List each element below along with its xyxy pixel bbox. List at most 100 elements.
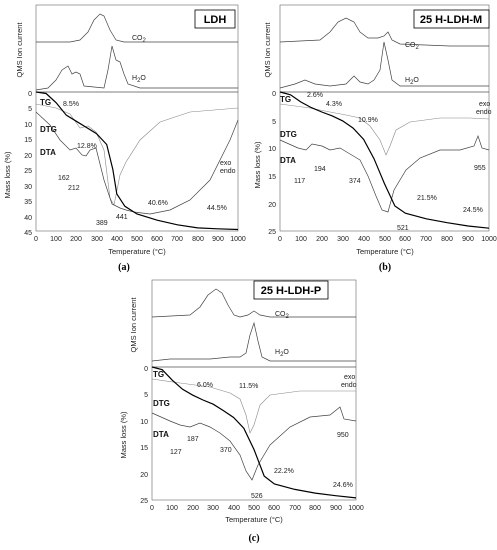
annotation: 22.2% xyxy=(274,468,294,475)
exo-label: exo xyxy=(479,101,490,108)
annotation: 44.5% xyxy=(207,205,227,212)
x-tick: 800 xyxy=(309,505,321,512)
y-tick: 0 xyxy=(28,91,32,98)
x-tick: 400 xyxy=(358,236,370,243)
annotation: 950 xyxy=(337,432,349,439)
x-tick: 1000 xyxy=(481,236,497,243)
exo-label: exo xyxy=(344,374,355,381)
x-tick: 900 xyxy=(462,236,474,243)
x-tick: 700 xyxy=(289,505,301,512)
y-tick: 20 xyxy=(24,153,32,160)
y-tick: 10 xyxy=(24,122,32,129)
panel-letter: (c) xyxy=(248,533,259,544)
panel-letter: (a) xyxy=(118,262,130,273)
annotation: 187 xyxy=(187,436,199,443)
x-tick: 400 xyxy=(228,505,240,512)
annotation: 4.3% xyxy=(326,101,342,108)
annotation: 2.6% xyxy=(307,92,323,99)
x-tick: 800 xyxy=(441,236,453,243)
y-tick: 20 xyxy=(268,202,276,209)
panel-b-frame: 25 H-LDH-M QMS Ion current Mass loss (%)… xyxy=(253,4,490,273)
annotation: 194 xyxy=(314,166,326,173)
x-tick: 100 xyxy=(50,236,62,243)
title-box xyxy=(253,280,329,300)
x-axis-label: Temperature (°C) xyxy=(356,247,414,256)
y-tick: 40 xyxy=(24,215,32,222)
dtg-label: DTG xyxy=(280,130,297,139)
thermal-curves xyxy=(151,366,357,499)
panel-letter: (b) xyxy=(379,262,391,273)
x-tick: 500 xyxy=(131,236,143,243)
thermal-curves xyxy=(35,91,239,231)
annotation: 24.6% xyxy=(333,482,353,489)
y-tick: 20 xyxy=(140,472,148,479)
y-tick: 15 xyxy=(140,445,148,452)
endo-label: endo xyxy=(341,382,357,389)
annotation: 11.5% xyxy=(239,383,258,390)
dtg-label: DTG xyxy=(40,125,57,134)
mass-plot-box xyxy=(279,91,490,232)
annotation: 441 xyxy=(116,214,128,221)
annotation: 40.6% xyxy=(148,200,168,207)
annotation: 162 xyxy=(58,175,70,182)
x-tick: 1000 xyxy=(230,236,246,243)
dtg-label: DTG xyxy=(153,399,170,408)
annotation: 12.8% xyxy=(77,143,97,150)
annotation: 6.0% xyxy=(197,382,213,389)
x-tick: 0 xyxy=(278,236,282,243)
x-tick: 0 xyxy=(150,505,154,512)
h2o-label: H2O xyxy=(275,349,289,358)
y-tick: 0 xyxy=(272,91,276,98)
h2o-curve xyxy=(151,321,356,362)
annotations: 8.5% 12.8% 40.6% 44.5% 162 212 389 441 xyxy=(58,101,227,227)
dtg-curve xyxy=(35,103,239,206)
dta-label: DTA xyxy=(40,148,56,157)
co2-curve xyxy=(279,17,489,47)
thermal-curves xyxy=(279,91,490,229)
x-tick: 700 xyxy=(171,236,183,243)
qms-curves xyxy=(35,13,238,91)
x-tick: 200 xyxy=(187,505,199,512)
panel-title: 25 H-LDH-M xyxy=(420,14,482,26)
mass-axis-label: Mass loss (%) xyxy=(3,151,12,199)
y-tick: 25 xyxy=(24,168,32,175)
endo-label: endo xyxy=(220,168,236,175)
annotation: 389 xyxy=(96,220,108,227)
tg-curve xyxy=(279,91,490,229)
mass-axis-label: Mass loss (%) xyxy=(253,141,262,189)
dtg-curve xyxy=(279,103,490,156)
y-tick: 45 xyxy=(24,230,32,237)
dta-curve xyxy=(35,111,239,215)
exo-label: exo xyxy=(220,160,231,167)
annotation: 370 xyxy=(220,447,232,454)
qms-axis-label: QMS Ion current xyxy=(263,22,272,78)
x-tick: 800 xyxy=(192,236,204,243)
mass-plot-box xyxy=(151,366,357,501)
qms-curves xyxy=(151,288,356,362)
x-tick: 900 xyxy=(212,236,224,243)
y-tick: 10 xyxy=(140,419,148,426)
co2-label: CO2 xyxy=(405,42,420,51)
panel-c: 25 H-LDH-P QMS Ion current Mass loss (%)… xyxy=(119,279,364,544)
tg-curve xyxy=(35,91,239,231)
h2o-curve xyxy=(35,45,238,91)
title-box xyxy=(194,9,236,29)
y-ticks: 0 5 10 15 20 25 xyxy=(268,91,276,236)
y-tick: 15 xyxy=(268,174,276,181)
x-tick: 200 xyxy=(316,236,328,243)
x-tick: 100 xyxy=(295,236,307,243)
y-tick: 15 xyxy=(24,137,32,144)
x-tick: 300 xyxy=(207,505,219,512)
annotation: 526 xyxy=(251,493,263,500)
y-tick: 25 xyxy=(268,229,276,236)
dta-label: DTA xyxy=(280,156,296,165)
x-tick: 400 xyxy=(111,236,123,243)
annotation: 212 xyxy=(68,185,80,192)
x-ticks: 0 100 200 300 400 500 600 700 800 900 10… xyxy=(34,236,246,243)
x-tick: 700 xyxy=(420,236,432,243)
y-ticks: 0 5 10 15 20 25 30 35 40 45 xyxy=(24,91,32,237)
annotation: 521 xyxy=(397,225,409,232)
y-tick: 5 xyxy=(144,392,148,399)
co2-label: CO2 xyxy=(275,311,290,320)
x-ticks: 0 100 200 300 400 500 600 700 800 900 10… xyxy=(150,505,364,512)
